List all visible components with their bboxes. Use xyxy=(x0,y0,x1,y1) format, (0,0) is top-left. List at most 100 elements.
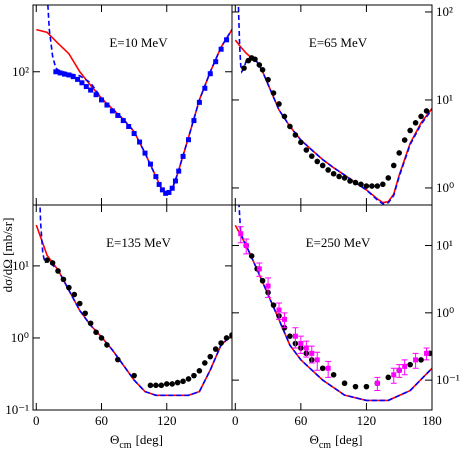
y-tick-label: 10⁰ xyxy=(436,180,454,195)
data-point xyxy=(281,113,288,120)
data-point xyxy=(207,71,213,77)
data-point xyxy=(93,329,99,336)
panel: 10⁻¹ 10⁰ 10¹ 0 60 120 180 Θcm [deg] E=250 MeV xyxy=(231,204,460,451)
data-point xyxy=(156,181,162,187)
data-point xyxy=(396,150,403,156)
data-point xyxy=(142,150,148,156)
data-point xyxy=(57,70,63,76)
data-point xyxy=(352,383,359,390)
data-point xyxy=(385,175,392,181)
data-point xyxy=(402,363,408,369)
data-point xyxy=(218,340,224,346)
data-point xyxy=(62,71,68,77)
data-point xyxy=(212,346,219,352)
curve xyxy=(47,5,232,196)
plot-area xyxy=(35,205,232,397)
data-point xyxy=(309,350,315,356)
data-point xyxy=(374,380,380,386)
data-point xyxy=(163,381,170,387)
data-point xyxy=(126,123,132,129)
data-point xyxy=(115,356,121,363)
panel: 10⁻¹ 10⁰ 10¹ 0 60 120 Θcm [deg] E=135 MeV xyxy=(5,204,233,451)
data-point xyxy=(229,332,232,338)
data-point xyxy=(287,123,293,130)
data-point xyxy=(196,367,203,374)
data-point xyxy=(319,365,326,372)
data-point xyxy=(82,310,88,317)
data-point xyxy=(70,74,76,80)
data-point xyxy=(75,76,81,82)
data-point xyxy=(191,372,197,379)
data-point xyxy=(308,153,315,159)
x-label-unit: [deg] xyxy=(335,432,362,447)
annotation: E=10 MeV xyxy=(109,35,168,50)
data-point xyxy=(44,257,50,263)
panel: 10⁰ 10¹ 10² E=65 MeV xyxy=(231,4,454,206)
data-point xyxy=(270,90,277,96)
data-point xyxy=(347,178,353,184)
data-point xyxy=(292,333,298,339)
data-point xyxy=(191,118,197,124)
data-point xyxy=(186,137,192,143)
data-point xyxy=(158,382,165,389)
data-point xyxy=(314,158,321,165)
data-point xyxy=(330,372,337,378)
data-point xyxy=(174,379,181,386)
x-tick-label: 60 xyxy=(95,413,108,428)
data-point xyxy=(104,342,110,348)
data-point xyxy=(153,174,159,180)
data-point xyxy=(314,357,320,363)
data-point xyxy=(401,137,408,143)
x-label-subscript: cm xyxy=(319,440,331,451)
data-point xyxy=(169,185,175,191)
data-point xyxy=(60,276,67,283)
x-tick-label: 0 xyxy=(33,413,40,428)
data-point xyxy=(276,101,282,107)
x-label-symbol: Θ xyxy=(110,432,119,447)
data-point xyxy=(98,335,105,341)
data-point xyxy=(71,291,78,298)
data-point xyxy=(153,382,159,389)
x-tick-label: 0 xyxy=(232,413,239,428)
data-point xyxy=(325,167,331,173)
data-point xyxy=(49,260,56,266)
data-point xyxy=(83,84,89,90)
data-point xyxy=(303,345,309,351)
y-tick-label: 10¹ xyxy=(12,258,29,273)
data-point xyxy=(396,367,402,373)
data-point xyxy=(391,372,397,378)
data-point xyxy=(259,67,266,73)
curve xyxy=(35,224,232,397)
data-point xyxy=(330,170,337,177)
plot-area xyxy=(234,5,432,205)
data-point xyxy=(407,127,413,134)
data-point xyxy=(423,108,430,114)
data-point xyxy=(137,139,143,145)
data-point xyxy=(207,353,214,360)
data-point xyxy=(88,87,94,93)
x-tick-label: 120 xyxy=(157,413,177,428)
x-tick-label: 120 xyxy=(357,413,377,428)
data-point xyxy=(390,162,397,169)
annotation: E=135 MeV xyxy=(106,235,171,250)
data-point xyxy=(287,333,293,339)
y-tick-label: 10⁰ xyxy=(436,305,454,320)
data-point xyxy=(363,183,370,189)
y-axis-label: dσ/dΩ [mb/sr] xyxy=(0,218,15,293)
y-tick-label: 10² xyxy=(436,4,453,19)
data-point xyxy=(131,130,137,136)
data-point xyxy=(202,360,208,366)
curve xyxy=(234,39,432,204)
data-point xyxy=(252,56,258,63)
data-point xyxy=(325,365,331,371)
data-point xyxy=(374,183,381,189)
data-point xyxy=(292,132,299,138)
data-point xyxy=(259,277,266,284)
x-label-unit: [deg] xyxy=(136,432,163,447)
data-point xyxy=(418,357,424,363)
data-point xyxy=(202,85,208,91)
data-point xyxy=(256,62,263,68)
data-point xyxy=(87,320,94,327)
data-point xyxy=(265,283,271,289)
data-point xyxy=(385,374,392,381)
